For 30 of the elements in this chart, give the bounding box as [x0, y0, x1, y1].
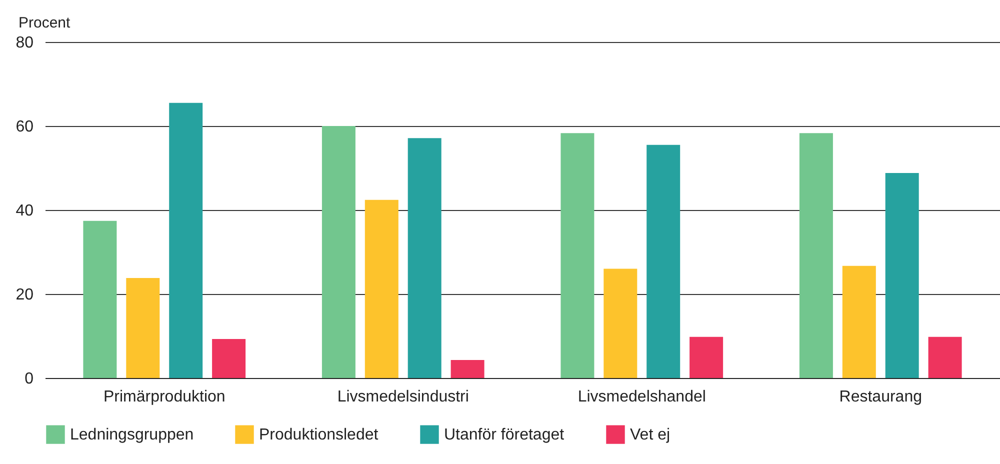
x-tick-label: Livsmedelshandel: [578, 388, 706, 406]
bar: [604, 268, 638, 378]
legend-label: Utanför företaget: [444, 426, 565, 444]
bar: [690, 336, 724, 378]
x-tick-label: Restaurang: [839, 388, 922, 406]
bar: [450, 360, 484, 378]
y-tick-label: 40: [16, 202, 34, 220]
bar: [885, 173, 919, 378]
bar: [169, 102, 203, 378]
legend-label: Ledningsgruppen: [70, 426, 194, 444]
bar: [842, 266, 876, 378]
y-tick-label: 20: [16, 286, 34, 304]
bar: [322, 126, 356, 378]
bar: [799, 133, 833, 378]
bar: [83, 220, 117, 378]
bar: [560, 133, 594, 378]
legend-label: Vet ej: [630, 426, 670, 444]
bar: [408, 138, 442, 378]
x-tick-label: Livsmedelsindustri: [337, 388, 469, 406]
y-tick-label: 60: [16, 118, 34, 136]
bar: [212, 338, 246, 378]
y-axis-title: Procent: [18, 14, 72, 32]
bar: [646, 144, 680, 378]
bar: [126, 278, 160, 378]
bar: [364, 200, 398, 378]
bar: [928, 336, 962, 378]
y-tick-label: 0: [24, 370, 34, 388]
legend-label: Produktionsledet: [259, 426, 379, 444]
x-tick-label: Primärproduktion: [103, 388, 226, 406]
y-tick-label: 80: [16, 34, 34, 52]
